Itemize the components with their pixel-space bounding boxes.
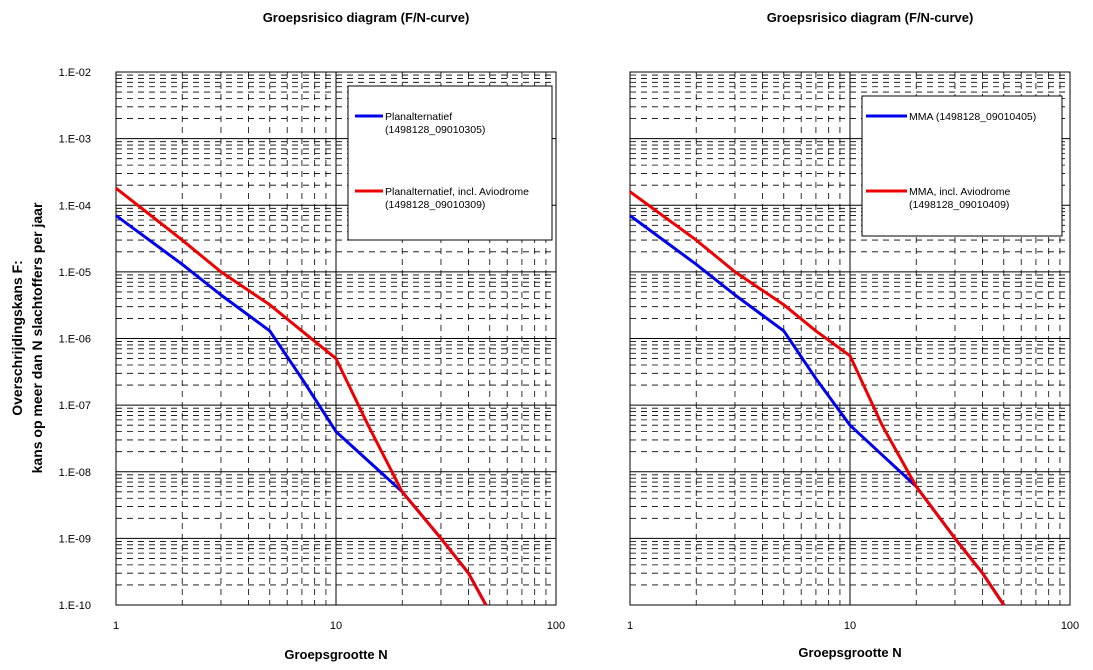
y-tick-label: 1.E-04 xyxy=(59,200,91,212)
x-axis-label: Groepsgrootte N xyxy=(798,645,901,660)
y-tick-label: 1.E-10 xyxy=(59,600,91,612)
x-tick-label: 10 xyxy=(844,620,856,632)
legend-box xyxy=(347,85,553,241)
x-axis-label: Groepsgrootte N xyxy=(284,647,387,662)
legend-label: MMA (1498128_09010405) xyxy=(909,111,1036,123)
legend-label: Planalternatief, incl. Aviodrome xyxy=(385,186,529,198)
y-tick-label: 1.E-07 xyxy=(59,400,91,412)
y-tick-label: 1.E-09 xyxy=(59,533,91,545)
major-grid xyxy=(629,71,1071,606)
legend-label: (1498128_09010305) xyxy=(385,124,485,136)
y-tick-label: 1.E-02 xyxy=(59,67,91,79)
y-tick-label: 1.E-05 xyxy=(59,267,91,279)
legend: MMA (1498128_09010405) MMA, incl. Aviodro… xyxy=(861,95,1063,237)
chart-1: Groepsrisico diagram (F/N-curve) 1 10 100 Gr… xyxy=(9,10,565,662)
legend-label: (1498128_09010409) xyxy=(909,199,1009,211)
series-group xyxy=(115,187,488,606)
y-axis-label: Overschrijdingskans F: xyxy=(9,260,25,416)
legend-label: (1498128_09010309) xyxy=(385,199,485,211)
x-tick-label: 100 xyxy=(1061,620,1079,632)
series-group xyxy=(629,190,1006,606)
x-tick-label: 1 xyxy=(627,620,633,632)
y-tick-label: 1.E-08 xyxy=(59,467,91,479)
x-tick-label: 1 xyxy=(113,620,119,632)
chart-2: Groepsrisico diagram (F/N-curve) 1 10 100 Gr… xyxy=(627,10,1079,660)
legend-box xyxy=(861,95,1063,237)
y-tick-label: 1.E-06 xyxy=(59,334,91,346)
major-grid xyxy=(115,71,557,606)
y-axis-label: kans op meer dan N slachtoffers per jaar xyxy=(29,202,45,473)
chart-title: Groepsrisico diagram (F/N-curve) xyxy=(263,10,470,25)
series-line-2 xyxy=(629,190,1006,606)
legend-label: Planalternatief xyxy=(385,111,452,123)
legend-label: MMA, incl. Aviodrome xyxy=(909,186,1010,198)
chart-title: Groepsrisico diagram (F/N-curve) xyxy=(767,10,974,25)
x-tick-label: 10 xyxy=(330,620,342,632)
y-tick-label: 1.E-03 xyxy=(59,134,91,146)
legend: Planalternatief(1498128_09010305) Planalt… xyxy=(347,85,553,241)
x-tick-label: 100 xyxy=(547,620,565,632)
series-line-2 xyxy=(115,187,488,606)
